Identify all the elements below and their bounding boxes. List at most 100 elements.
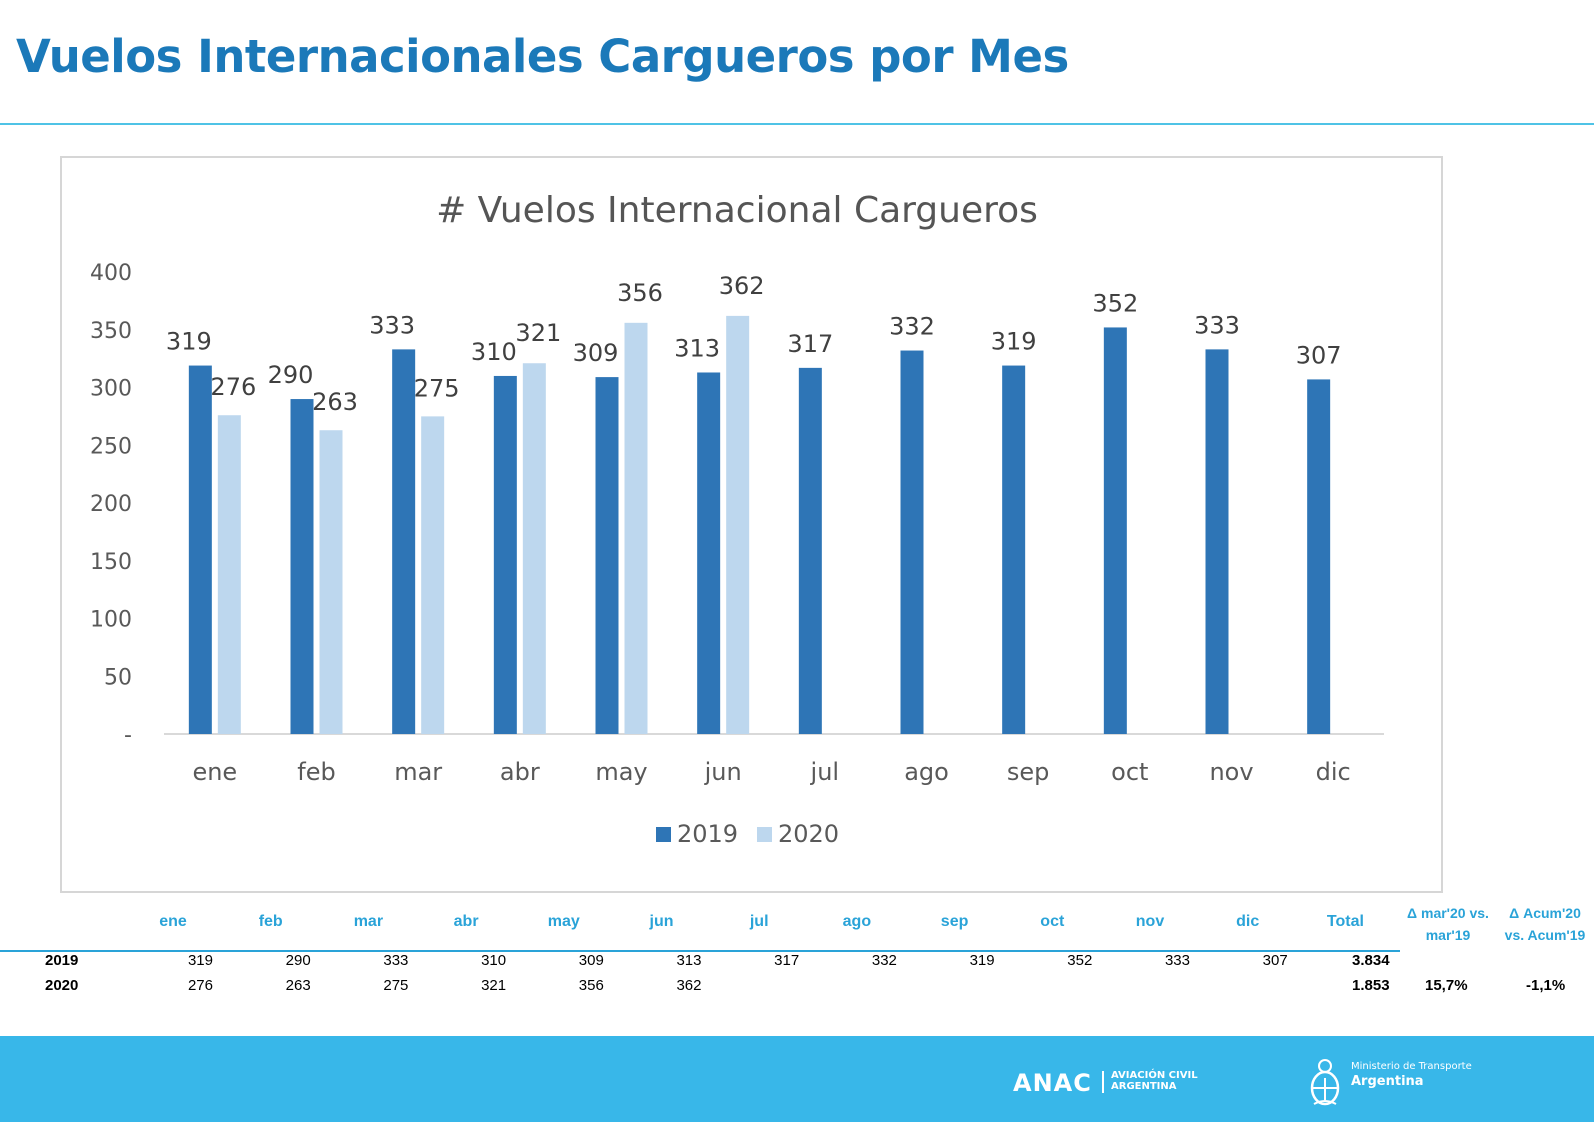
delta-month-cell: 15,7%: [1425, 977, 1468, 994]
table-header-oct: oct: [1040, 913, 1065, 930]
legend-swatch: [656, 827, 671, 842]
table-cell: 310: [481, 952, 507, 969]
y-tick-label: 100: [90, 608, 132, 633]
table-row-label: 2020: [45, 977, 79, 994]
bar-2019: [595, 377, 619, 734]
x-tick-label: abr: [500, 758, 540, 786]
table-cell: 352: [1067, 952, 1093, 969]
x-tick-label: ago: [904, 758, 949, 786]
delta-acum-cell: -1,1%: [1526, 977, 1566, 994]
data-label-2019: 319: [991, 328, 1037, 356]
delta-header-line: Δ mar'20 vs.: [1407, 905, 1489, 921]
bar-2019: [188, 365, 212, 734]
data-label-2020: 321: [515, 319, 561, 347]
y-tick-label: 250: [90, 434, 132, 459]
table-header-abr: abr: [453, 913, 479, 930]
anac-sub-line2: ARGENTINA: [1111, 1081, 1177, 1092]
table-divider: [0, 950, 1400, 952]
ministry-line2: Argentina: [1351, 1074, 1424, 1089]
ministry-logo: Ministerio de Transporte Argentina: [1308, 1058, 1472, 1113]
table-cell: 307: [1262, 952, 1288, 969]
bar-2019: [697, 372, 721, 734]
x-tick-label: oct: [1111, 758, 1148, 786]
table-header-may: may: [547, 913, 580, 930]
data-label-2019: 307: [1296, 341, 1342, 369]
bar-2020: [217, 415, 241, 734]
legend-label: 2020: [778, 820, 839, 848]
table-cell: 263: [285, 977, 311, 994]
x-tick-label: feb: [297, 758, 335, 786]
chart-title: # Vuelos Internacional Cargueros: [436, 190, 1038, 231]
delta-header-line: mar'19: [1425, 927, 1471, 943]
table-header-ago: ago: [842, 913, 872, 930]
chart-frame: # Vuelos Internacional Cargueros - 50 100 1…: [60, 156, 1443, 893]
table-cell: 332: [871, 952, 897, 969]
ministry-line1: Ministerio de Transporte: [1351, 1061, 1472, 1072]
bar-2020: [522, 363, 546, 734]
data-label-2019: 317: [787, 330, 833, 358]
table-cell: 276: [187, 977, 213, 994]
table-cell: 317: [774, 952, 800, 969]
table-header-feb: feb: [258, 913, 283, 930]
x-axis: ene feb mar abr may jun jul ago sep oct nov dic: [192, 758, 1350, 786]
data-table: ene feb mar abr may jun jul ago sep oct nov dic Tota…: [0, 905, 1594, 1015]
table-cell: 362: [676, 977, 702, 994]
table-cell: 319: [187, 952, 213, 969]
table-header-total: Total: [1326, 913, 1364, 930]
bar-2019: [798, 367, 822, 734]
y-tick-label: 50: [104, 665, 132, 690]
title-divider: [0, 123, 1594, 125]
y-tick-label: 400: [90, 261, 132, 286]
delta-header-line: Δ Acum'20: [1509, 905, 1581, 921]
bar-2019: [1103, 327, 1127, 734]
bar-2019: [392, 349, 416, 734]
table-header-ene: ene: [159, 913, 187, 930]
table-header-jul: jul: [749, 913, 769, 930]
anac-logo-wordmark: ANAC: [1013, 1069, 1092, 1097]
data-label-2019: 313: [674, 334, 720, 362]
data-label-2020: 362: [719, 272, 765, 300]
chart-legend: 2019 2020: [656, 820, 839, 848]
y-tick-label: -: [124, 723, 132, 748]
delta-header-line: vs. Acum'19: [1504, 927, 1586, 943]
table-header-jun: jun: [649, 913, 674, 930]
bar-2020: [624, 322, 648, 734]
x-tick-label: jul: [810, 758, 840, 786]
table-row-label: 2019: [45, 952, 79, 969]
bar-2020: [319, 430, 343, 734]
y-tick-label: 300: [90, 377, 132, 402]
table-header-sep: sep: [940, 913, 969, 930]
table-header-nov: nov: [1135, 913, 1165, 930]
x-tick-label: dic: [1316, 758, 1351, 786]
x-tick-label: may: [595, 758, 647, 786]
x-tick-label: nov: [1209, 758, 1253, 786]
bar-2019: [1205, 349, 1229, 734]
x-tick-label: ene: [192, 758, 237, 786]
bar-2020: [726, 315, 750, 734]
table-cell: 321: [481, 977, 507, 994]
table-cell: 333: [1164, 952, 1190, 969]
data-label-2019: 310: [471, 338, 517, 366]
table-cell: 309: [578, 952, 604, 969]
data-label-2020: 275: [414, 374, 460, 402]
data-label-2019: 309: [573, 339, 619, 367]
footer-band: ANAC AVIACIÓN CIVIL ARGENTINA Ministerio…: [0, 1036, 1594, 1122]
bar-2019: [290, 399, 314, 734]
y-tick-label: 150: [90, 550, 132, 575]
table-cell: 275: [383, 977, 409, 994]
bar-2019: [900, 350, 924, 734]
anac-logo-subtitle: AVIACIÓN CIVIL ARGENTINA: [1111, 1070, 1231, 1092]
table-total-cell: 1.853: [1352, 977, 1390, 994]
bar-2019: [1307, 379, 1331, 734]
legend-label: 2019: [677, 820, 738, 848]
table-header-dic: dic: [1236, 913, 1260, 930]
x-tick-label: jun: [704, 758, 742, 786]
bar-2019: [493, 375, 517, 734]
anac-sub-line1: AVIACIÓN CIVIL: [1111, 1070, 1198, 1081]
y-tick-label: 350: [90, 319, 132, 344]
data-label-2019: 333: [1194, 311, 1240, 339]
table-cell: 290: [285, 952, 311, 969]
data-label-2019: 333: [369, 311, 415, 339]
x-tick-label: sep: [1007, 758, 1050, 786]
